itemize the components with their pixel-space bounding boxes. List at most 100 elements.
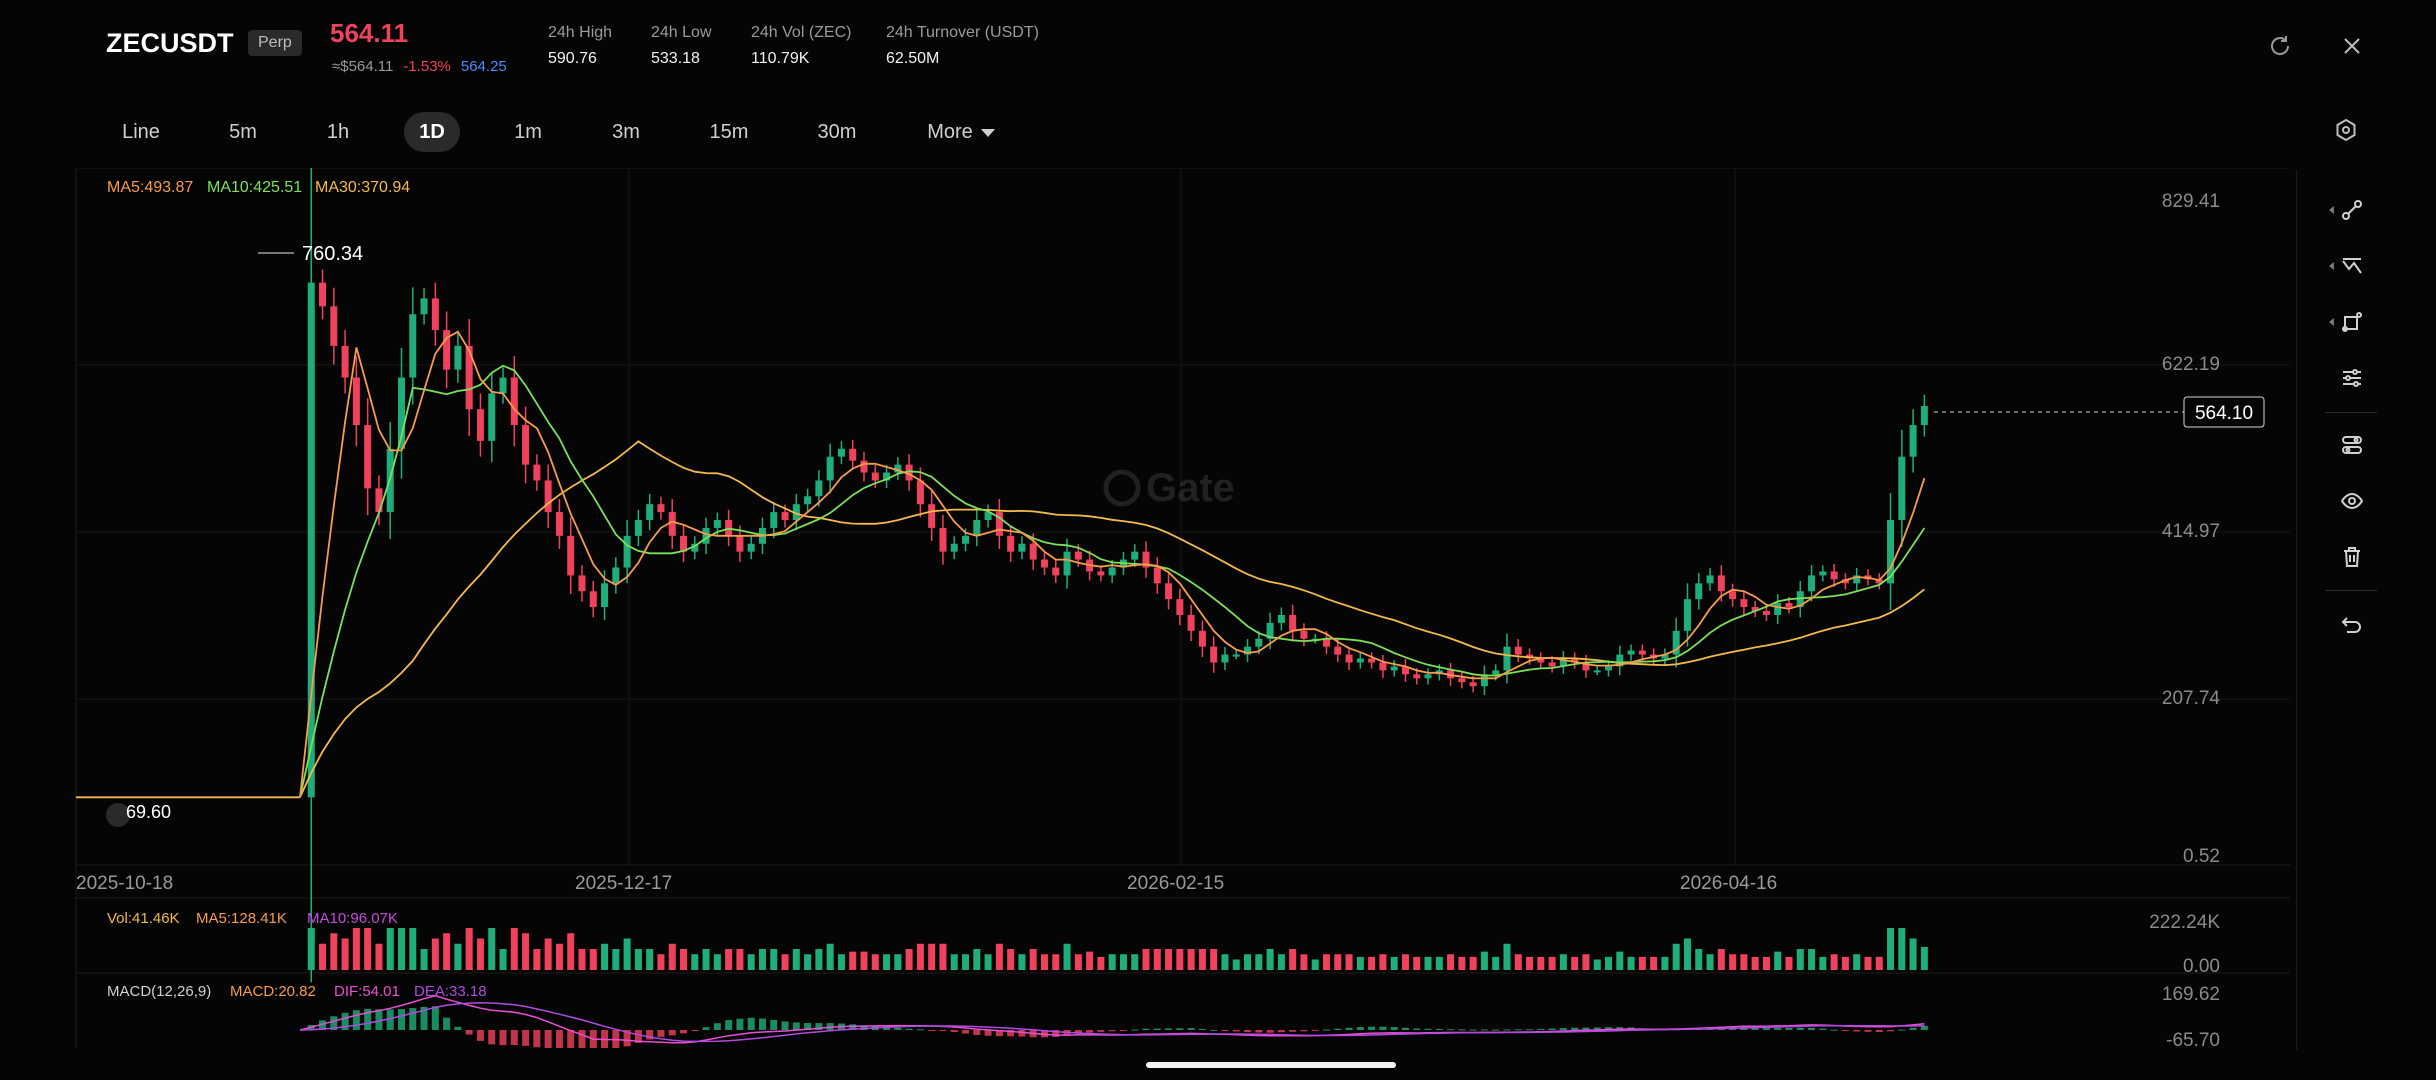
candle-body xyxy=(1018,543,1026,552)
candle-body xyxy=(984,512,992,521)
price-chart[interactable]: Gate MA5:493.87 MA10:425.51 MA30:370.94 … xyxy=(0,168,2300,1048)
trendline-tool[interactable] xyxy=(2327,188,2377,232)
candle-body xyxy=(1605,666,1613,671)
macd-histogram-bar xyxy=(1774,1027,1782,1030)
macd-histogram-bar xyxy=(1153,1028,1161,1030)
tab-1m[interactable]: 1m xyxy=(514,121,542,143)
volume-bars xyxy=(307,928,1928,970)
delete-tool[interactable] xyxy=(2327,535,2377,579)
volume-bar xyxy=(409,928,417,970)
macd-histogram-bar xyxy=(680,1030,688,1034)
stat-value: 110.79K xyxy=(751,50,810,67)
volume-bar xyxy=(691,954,699,970)
volume-bar xyxy=(1108,954,1116,970)
symbol-name[interactable]: ZECUSDT xyxy=(106,28,234,58)
macd-histogram-bar xyxy=(1447,1029,1455,1031)
candle-body xyxy=(510,377,518,426)
expand-arrow-icon xyxy=(2329,318,2334,326)
candle-body xyxy=(781,512,789,521)
visibility-tool[interactable] xyxy=(2327,479,2377,523)
volume-bar xyxy=(916,943,924,970)
tab-line[interactable]: Line xyxy=(122,121,160,143)
candle-body xyxy=(1289,614,1297,631)
volume-bar xyxy=(1683,938,1691,970)
volume-bar xyxy=(1559,954,1567,970)
macd-histogram-bar xyxy=(1864,1030,1872,1032)
candle-body xyxy=(1368,658,1376,663)
macd-histogram-bar xyxy=(420,1006,428,1030)
volume-bar xyxy=(1875,956,1883,970)
y-tick-414: 414.97 xyxy=(2162,521,2220,542)
volume-bar xyxy=(1909,938,1917,970)
tab-5m[interactable]: 5m xyxy=(229,121,257,143)
candle-body xyxy=(397,377,405,449)
close-icon[interactable] xyxy=(2332,26,2372,66)
layers-tool[interactable] xyxy=(2327,423,2377,467)
expand-arrow-icon xyxy=(2329,262,2334,270)
volume-bar xyxy=(1729,954,1737,970)
candle-body xyxy=(623,535,631,568)
low-marker-label: 69.60 xyxy=(126,802,171,822)
volume-bar xyxy=(1142,949,1150,970)
tab-1h[interactable]: 1h xyxy=(326,121,350,143)
macd-histogram-bar xyxy=(386,1009,394,1030)
stat-label: 24h High xyxy=(548,24,613,41)
candle-body xyxy=(1322,638,1330,647)
candle-body xyxy=(1379,662,1387,671)
candle-body xyxy=(1762,611,1770,615)
tab-1d[interactable]: 1D xyxy=(404,112,460,152)
macd-histogram-bar xyxy=(646,1030,654,1040)
macd-histogram-bar xyxy=(815,1023,823,1030)
macd-histogram-bar xyxy=(1785,1027,1793,1030)
volume-bar xyxy=(1210,949,1218,970)
volume-bar xyxy=(567,933,575,970)
y-tick-829: 829.41 xyxy=(2162,191,2220,212)
high-marker-label: 760.34 xyxy=(302,243,363,265)
tab-3m[interactable]: 3m xyxy=(612,121,640,143)
volume-bar xyxy=(1368,956,1376,970)
candle-body xyxy=(1063,551,1071,576)
macd-histogram-bar xyxy=(476,1030,484,1041)
indicator-settings-tool[interactable] xyxy=(2327,356,2377,400)
tab-30m[interactable]: 30m xyxy=(817,121,857,143)
candle-body xyxy=(657,504,665,513)
volume-bar xyxy=(1627,956,1635,970)
more-dropdown[interactable]: More xyxy=(916,112,1006,152)
legend-macd: MACD:20.82 xyxy=(230,983,316,1000)
macd-histogram-bar xyxy=(1007,1030,1015,1037)
trendline-icon xyxy=(2342,200,2362,220)
candle-body xyxy=(815,480,823,497)
home-indicator xyxy=(1146,1062,1396,1068)
macd-histogram-bar xyxy=(894,1027,902,1030)
candle-body xyxy=(826,456,834,481)
macd-histogram-bar xyxy=(691,1030,699,1032)
macd-histogram-bar xyxy=(1503,1029,1511,1031)
shape-tool[interactable] xyxy=(2327,300,2377,344)
undo-tool[interactable] xyxy=(2327,603,2377,647)
candle-body xyxy=(1492,670,1500,675)
macd-histogram-bar xyxy=(1808,1027,1816,1030)
legend-ma30: MA30:370.94 xyxy=(315,179,410,196)
candle-body xyxy=(736,535,744,552)
candle-body xyxy=(1029,543,1037,560)
chart-settings-icon[interactable] xyxy=(2326,110,2366,150)
macd-histogram-bar xyxy=(1424,1028,1432,1030)
tab-15m[interactable]: 15m xyxy=(709,121,749,143)
volume-bar xyxy=(1356,956,1364,970)
volume-bar xyxy=(1661,956,1669,970)
volume-bar xyxy=(837,954,845,970)
macd-histogram-bar xyxy=(792,1022,800,1030)
price-subline: ≈$564.11 -1.53% 564.25 xyxy=(332,58,507,75)
volume-bar xyxy=(792,949,800,970)
volume-bar xyxy=(995,943,1003,970)
candle-body xyxy=(1424,674,1432,679)
volume-bar xyxy=(1796,949,1804,970)
candle-body xyxy=(1717,575,1725,592)
macd-histogram-bar xyxy=(1244,1030,1252,1033)
polyline-tool[interactable] xyxy=(2327,244,2377,288)
volume-bar xyxy=(1187,949,1195,970)
candle-body xyxy=(544,480,552,513)
rotate-screen-icon[interactable] xyxy=(2260,26,2300,66)
candle-body xyxy=(1593,670,1601,673)
gate-watermark: Gate xyxy=(1103,466,1235,510)
